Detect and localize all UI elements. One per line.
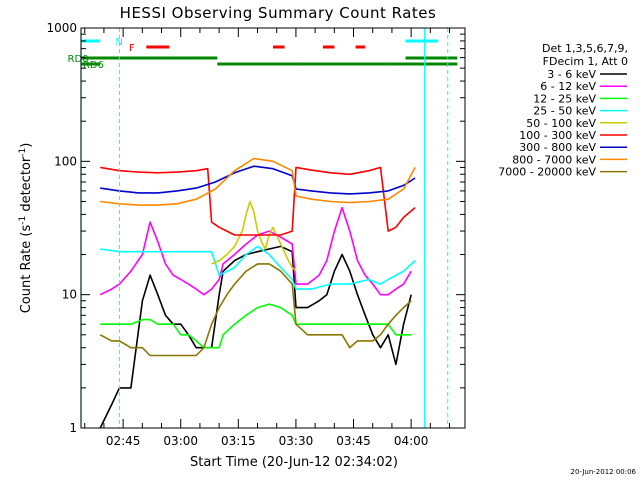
legend-label-3: 25 - 50 keV xyxy=(533,105,596,118)
y-axis-label: Count Rate (s-1 detector-1) xyxy=(18,143,34,314)
legend-label-7: 800 - 7000 keV xyxy=(512,153,596,166)
legend: Det 1,3,5,6,7,9, FDecim 1, Att 0 3 - 6 k… xyxy=(498,42,628,179)
y-tick-label-1: 10 xyxy=(62,288,77,302)
x-tick-label-5: 04:00 xyxy=(394,434,429,448)
chart-title: HESSI Observing Summary Count Rates xyxy=(120,4,437,22)
x-tick-label-1: 03:00 xyxy=(163,434,198,448)
axis-ticks: 1 10 100 1000 02:45 03:00 03:15 03:30 03:45 04:00 xyxy=(46,21,465,448)
series-line-7 xyxy=(100,157,416,206)
footer-timestamp: 20-Jun-2012 00:06 xyxy=(571,468,637,476)
plot-area: NFRD0RD6 110100100002:4503:0003:1503:300… xyxy=(46,21,466,448)
y-tick-label-3: 1000 xyxy=(46,21,77,35)
series-line-6 xyxy=(100,165,416,195)
x-axis-label: Start Time (20-Jun-12 02:34:02) xyxy=(190,455,398,470)
legend-label-1: 6 - 12 keV xyxy=(540,80,596,93)
x-tick-label-4: 03:45 xyxy=(336,434,371,448)
series-line-8 xyxy=(99,263,412,357)
y-axis-label-mid: detector xyxy=(19,156,34,216)
flag-label-2: RD0 xyxy=(68,54,89,65)
y-axis-label-end: ) xyxy=(19,143,34,148)
legend-label-4: 50 - 100 keV xyxy=(526,117,596,130)
y-axis-label-sup2: -1 xyxy=(18,148,28,157)
series-line-5 xyxy=(100,166,416,236)
legend-label-5: 100 - 300 keV xyxy=(519,129,596,142)
legend-header-line1: Det 1,3,5,6,7,9, xyxy=(542,42,628,55)
x-tick-label-3: 03:30 xyxy=(279,434,314,448)
y-tick-label-0: 1 xyxy=(69,421,77,435)
series-line-3 xyxy=(100,245,416,290)
x-tick-label-2: 03:15 xyxy=(221,434,256,448)
flag-label-1: F xyxy=(129,43,135,54)
y-axis-label-main: Count Rate (s xyxy=(19,225,34,314)
flag-label-3: RD6 xyxy=(83,60,104,71)
legend-label-6: 300 - 800 keV xyxy=(519,141,596,154)
series-layer xyxy=(99,157,416,429)
series-line-2 xyxy=(100,303,412,349)
y-tick-label-2: 100 xyxy=(54,154,77,168)
legend-label-8: 7000 - 20000 keV xyxy=(498,166,596,179)
legend-label-2: 12 - 25 keV xyxy=(533,92,596,105)
y-axis-label-sup1: -1 xyxy=(18,216,28,225)
plot-frame xyxy=(80,27,466,429)
x-tick-label-0: 02:45 xyxy=(106,434,141,448)
series-line-0 xyxy=(99,245,412,429)
legend-label-0: 3 - 6 keV xyxy=(547,68,596,81)
legend-header-line2: FDecim 1, Att 0 xyxy=(543,55,628,68)
series-line-4 xyxy=(211,200,297,272)
